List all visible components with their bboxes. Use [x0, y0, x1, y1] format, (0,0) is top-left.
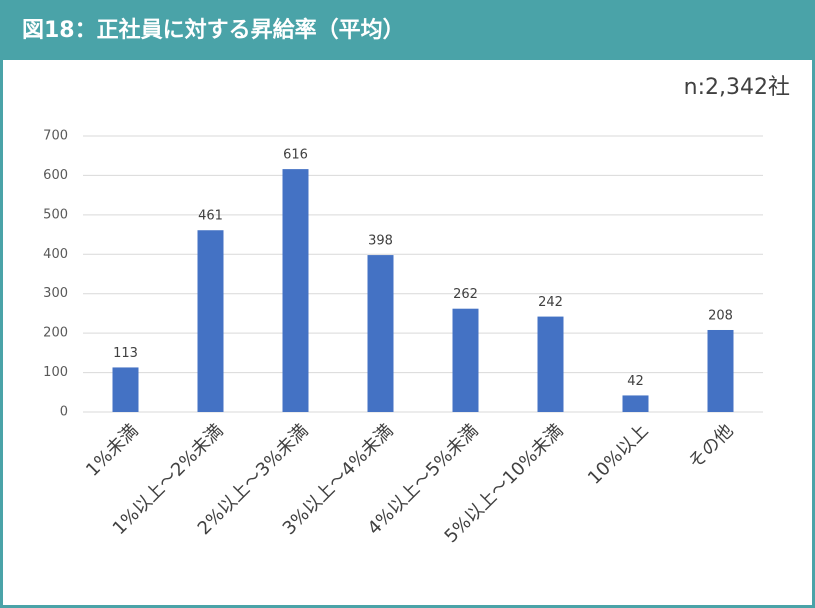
- y-tick-label: 100: [43, 365, 68, 380]
- bar: [622, 395, 649, 412]
- y-tick-label: 700: [43, 129, 68, 144]
- bar: [367, 255, 394, 412]
- y-tick-label: 600: [43, 168, 68, 183]
- bar: [197, 230, 224, 412]
- bar: [112, 367, 139, 412]
- bar: [452, 308, 479, 412]
- header-bar: [0, 0, 815, 60]
- chart-title: 図18：正社員に対する昇給率（平均）: [22, 17, 405, 43]
- y-tick-label: 200: [43, 326, 68, 341]
- value-label: 616: [283, 148, 308, 163]
- value-label: 461: [198, 209, 223, 224]
- y-tick-label: 0: [60, 405, 68, 420]
- value-label: 242: [538, 295, 563, 310]
- value-label: 398: [368, 234, 393, 249]
- value-label: 113: [113, 346, 138, 361]
- y-tick-label: 500: [43, 207, 68, 222]
- bar: [707, 329, 734, 412]
- bar: [282, 169, 309, 412]
- value-label: 208: [708, 308, 733, 323]
- value-label: 262: [453, 287, 478, 302]
- annotation: n:2,342社: [684, 75, 790, 100]
- bar: [537, 316, 564, 412]
- y-tick-label: 400: [43, 247, 68, 262]
- y-tick-label: 300: [43, 286, 68, 301]
- value-label: 42: [627, 374, 644, 389]
